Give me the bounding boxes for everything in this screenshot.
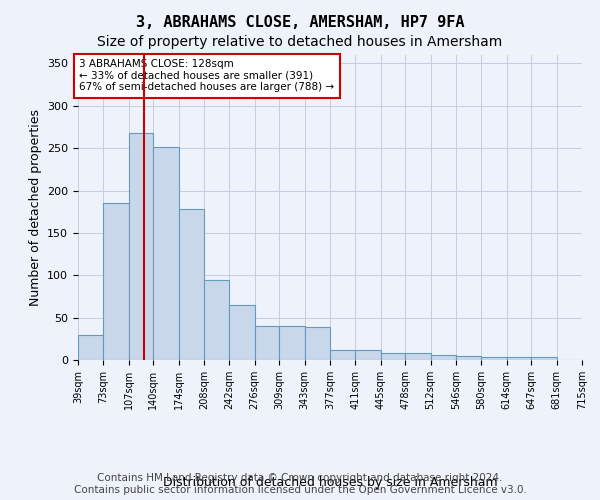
Y-axis label: Number of detached properties: Number of detached properties <box>29 109 41 306</box>
Text: 3, ABRAHAMS CLOSE, AMERSHAM, HP7 9FA: 3, ABRAHAMS CLOSE, AMERSHAM, HP7 9FA <box>136 15 464 30</box>
Text: Size of property relative to detached houses in Amersham: Size of property relative to detached ho… <box>97 35 503 49</box>
Bar <box>254 326 280 360</box>
Bar <box>330 350 355 360</box>
X-axis label: Distribution of detached houses by size in Amersham: Distribution of detached houses by size … <box>163 476 497 489</box>
Bar <box>506 358 532 360</box>
Bar <box>179 209 204 360</box>
Text: 3 ABRAHAMS CLOSE: 128sqm
← 33% of detached houses are smaller (391)
67% of semi-: 3 ABRAHAMS CLOSE: 128sqm ← 33% of detach… <box>79 59 335 92</box>
Bar <box>355 350 380 360</box>
Bar <box>154 146 179 360</box>
Bar <box>406 353 431 360</box>
Bar <box>431 355 456 360</box>
Bar <box>280 326 305 360</box>
Bar <box>229 305 254 360</box>
Bar <box>204 280 229 360</box>
Bar <box>78 334 103 360</box>
Bar <box>380 353 406 360</box>
Bar <box>103 204 128 360</box>
Bar <box>532 358 557 360</box>
Bar <box>456 356 481 360</box>
Bar <box>481 358 506 360</box>
Bar <box>305 327 330 360</box>
Bar <box>128 133 154 360</box>
Text: Contains HM Land Registry data © Crown copyright and database right 2024.
Contai: Contains HM Land Registry data © Crown c… <box>74 474 526 495</box>
